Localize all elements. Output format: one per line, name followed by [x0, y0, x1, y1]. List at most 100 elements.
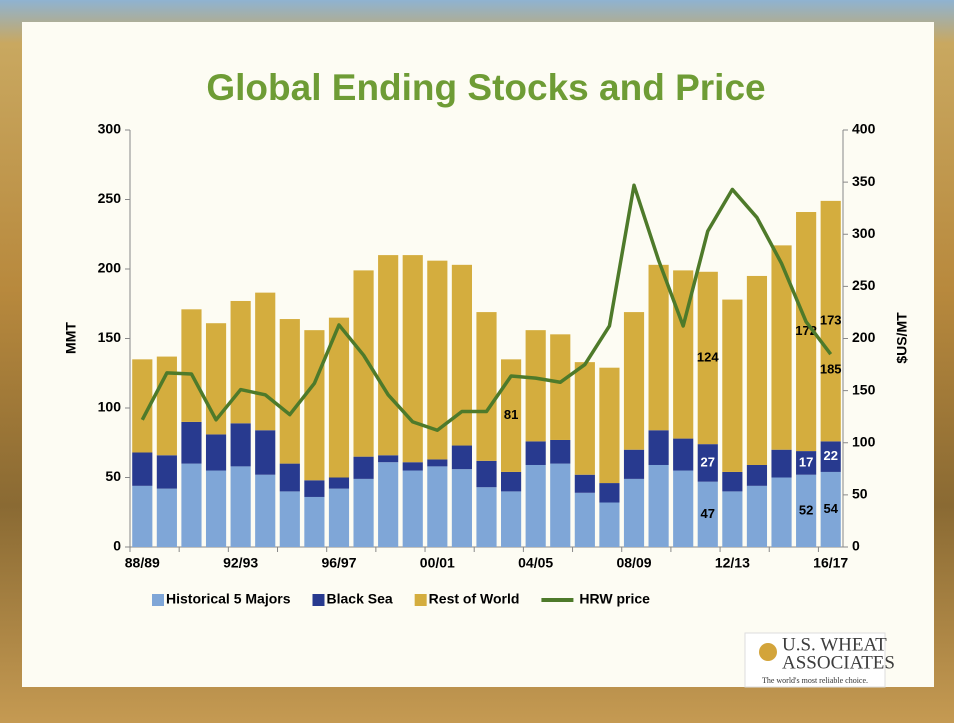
legend-swatch: [415, 594, 427, 606]
y2-tick-label: 100: [852, 433, 876, 449]
bar-segment: [501, 472, 521, 491]
bar-segment: [624, 479, 644, 547]
bar-segment: [649, 265, 669, 430]
bar-segment: [673, 471, 693, 547]
bar-segment: [526, 330, 546, 441]
bar-segment: [673, 439, 693, 471]
bar-segment: [181, 464, 201, 547]
bar-segment: [255, 293, 275, 431]
legend-swatch: [152, 594, 164, 606]
bar-segment: [476, 487, 496, 547]
bar-segment: [427, 459, 447, 466]
bar-segment: [280, 464, 300, 492]
slide: Global Ending Stocks and Price MMT $US/M…: [0, 0, 954, 723]
bar-segment: [304, 497, 324, 547]
bar-segment: [132, 452, 152, 485]
bar-segment: [231, 466, 251, 547]
data-label: 124: [697, 349, 719, 364]
bar-segment: [624, 450, 644, 479]
bar-segment: [255, 430, 275, 474]
bar-segment: [231, 423, 251, 466]
x-tick-label: 08/09: [616, 555, 651, 571]
bar-segment: [526, 465, 546, 547]
bar-segment: [452, 446, 472, 470]
y-tick-label: 150: [98, 329, 122, 345]
bar-segment: [280, 491, 300, 547]
bar-segment: [304, 330, 324, 480]
x-tick-label: 16/17: [813, 555, 848, 571]
bar-segment: [649, 430, 669, 465]
bar-segment: [722, 300, 742, 472]
bar-segment: [722, 472, 742, 491]
bar-segment: [206, 434, 226, 470]
bar-segment: [599, 368, 619, 483]
bar-segment: [427, 466, 447, 547]
bar-segment: [747, 276, 767, 465]
bar-segment: [231, 301, 251, 423]
data-label: 47: [701, 506, 715, 521]
bar-segment: [476, 461, 496, 487]
data-label: 27: [701, 454, 715, 469]
data-label: 17: [799, 454, 813, 469]
x-tick-label: 12/13: [715, 555, 750, 571]
bar-segment: [353, 457, 373, 479]
bar-segment: [452, 469, 472, 547]
logo-icon: [759, 643, 777, 661]
bar-segment: [378, 255, 398, 455]
data-label: 81: [504, 407, 518, 422]
y2-tick-label: 150: [852, 381, 876, 397]
bar-segment: [403, 471, 423, 547]
bar-segment: [132, 486, 152, 547]
bar-segment: [575, 362, 595, 475]
bar-segment: [599, 503, 619, 547]
legend-label: Historical 5 Majors: [166, 591, 291, 607]
x-tick-label: 88/89: [125, 555, 160, 571]
y-tick-label: 250: [98, 190, 122, 206]
bar-segment: [280, 319, 300, 464]
x-tick-label: 04/05: [518, 555, 553, 571]
bar-segment: [476, 312, 496, 461]
bar-segment: [157, 489, 177, 547]
bar-segment: [304, 480, 324, 497]
bar-segment: [599, 483, 619, 502]
data-label: 54: [823, 501, 838, 516]
data-label: 173: [820, 313, 842, 328]
y2-axis-title: $US/MT: [894, 312, 910, 364]
bar-segment: [181, 422, 201, 464]
bar-segment: [771, 478, 791, 548]
bar-segment: [378, 462, 398, 547]
bar-segment: [771, 450, 791, 478]
y2-tick-label: 50: [852, 486, 868, 502]
y-tick-label: 100: [98, 399, 122, 415]
logo-tagline: The world's most reliable choice.: [762, 676, 868, 685]
bar-segment: [624, 312, 644, 450]
legend-label: Black Sea: [327, 591, 393, 607]
bar-segment: [206, 471, 226, 547]
bar-segment: [403, 462, 423, 470]
y2-tick-label: 400: [852, 121, 876, 137]
legend-label: HRW price: [579, 591, 650, 607]
y2-tick-label: 0: [852, 538, 860, 554]
legend-label: Rest of World: [429, 591, 520, 607]
bar-segment: [526, 441, 546, 465]
data-label: 52: [799, 502, 813, 517]
y2-tick-label: 300: [852, 225, 876, 241]
bar-segment: [649, 465, 669, 547]
y-tick-label: 300: [98, 121, 122, 137]
y2-tick-label: 200: [852, 329, 876, 345]
bar-segment: [353, 479, 373, 547]
bar-segment: [403, 255, 423, 462]
bar-segment: [747, 465, 767, 486]
bar-segment: [747, 486, 767, 547]
x-tick-label: 96/97: [321, 555, 356, 571]
logo-line2: ASSOCIATES: [782, 652, 895, 673]
logo: U.S. WHEAT ASSOCIATES The world's most r…: [745, 633, 895, 687]
x-tick-label: 00/01: [420, 555, 455, 571]
bar-segment: [550, 334, 570, 440]
y-tick-label: 50: [105, 468, 121, 484]
y2-tick-label: 250: [852, 277, 876, 293]
x-tick-label: 92/93: [223, 555, 258, 571]
bar-segment: [575, 475, 595, 493]
bar-segment: [157, 455, 177, 488]
bar-segment: [378, 455, 398, 462]
